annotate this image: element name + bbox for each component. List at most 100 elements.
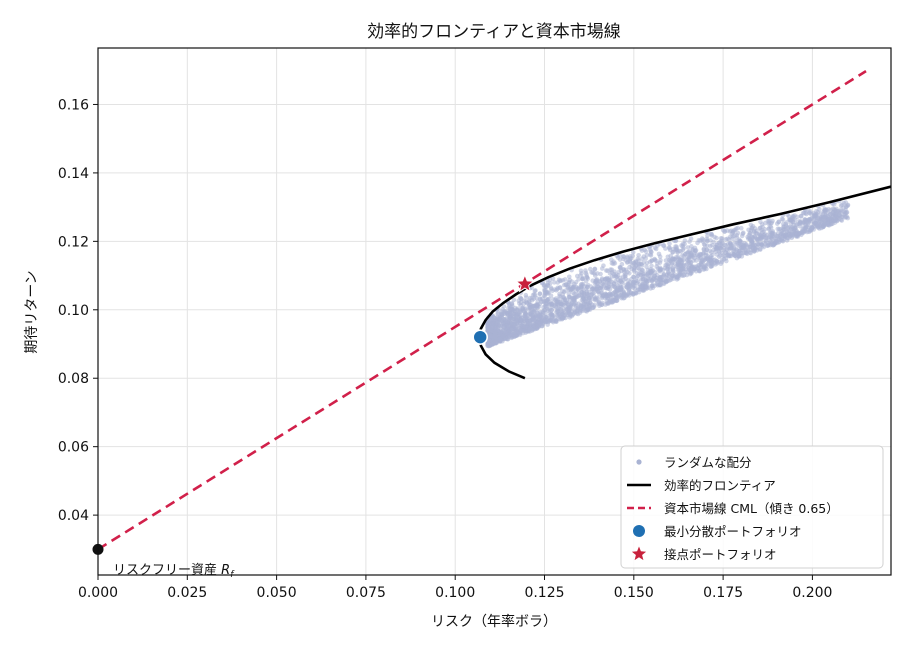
- random-portfolio-point: [649, 283, 654, 289]
- random-portfolio-point: [696, 263, 702, 268]
- x-tick-label: 0.000: [78, 585, 118, 601]
- legend-label-random: ランダムな配分: [664, 455, 752, 470]
- random-portfolio-point: [704, 263, 709, 268]
- random-portfolio-point: [508, 321, 514, 327]
- legend-box: [620, 445, 884, 569]
- x-tick-label: 0.050: [257, 585, 297, 601]
- risk-free-label-math: R: [221, 563, 230, 578]
- random-portfolio-point: [708, 257, 713, 263]
- random-portfolio-point: [565, 284, 571, 290]
- random-portfolio-point: [648, 247, 653, 252]
- random-portfolio-point: [566, 279, 572, 285]
- random-portfolio-point: [580, 308, 585, 314]
- random-portfolio-point: [507, 306, 513, 312]
- random-portfolio-point: [550, 297, 556, 302]
- random-portfolio-point: [613, 278, 618, 284]
- random-portfolio-point: [567, 294, 573, 300]
- random-portfolio-point: [718, 261, 724, 267]
- random-portfolio-point: [547, 277, 553, 283]
- random-portfolio-point: [554, 309, 559, 315]
- random-portfolio-point: [519, 309, 524, 314]
- random-portfolio-point: [830, 221, 835, 227]
- random-portfolio-point: [579, 271, 584, 276]
- random-portfolio-point: [492, 339, 498, 345]
- random-portfolio-point: [543, 303, 549, 309]
- random-portfolio-point: [752, 234, 758, 240]
- random-portfolio-point: [839, 214, 845, 219]
- cml-line: [97, 69, 867, 551]
- random-portfolio-point: [522, 324, 528, 330]
- random-portfolio-point: [661, 273, 667, 279]
- random-portfolio-point: [712, 257, 718, 262]
- random-portfolio-point: [605, 268, 610, 273]
- random-portfolio-point: [749, 226, 754, 231]
- random-portfolio-point: [580, 304, 586, 309]
- legend-label-frontier: 効率的フロンティア: [664, 478, 776, 493]
- random-portfolio-point: [738, 247, 743, 253]
- random-portfolio-point: [794, 214, 800, 220]
- random-portfolio-point: [485, 343, 490, 348]
- random-portfolio-point: [798, 213, 804, 219]
- random-portfolio-point: [681, 245, 686, 251]
- random-portfolio-point: [609, 257, 614, 263]
- random-portfolio-point: [612, 260, 618, 266]
- random-portfolio-point: [492, 334, 498, 340]
- random-portfolio-point: [590, 278, 596, 283]
- random-portfolio-point: [502, 317, 508, 322]
- random-portfolio-point: [674, 244, 679, 249]
- random-portfolio-point: [570, 290, 576, 295]
- random-portfolio-point: [619, 294, 625, 300]
- random-portfolio-point: [688, 260, 694, 265]
- random-portfolio-point: [779, 231, 785, 236]
- random-portfolio-point: [580, 276, 585, 282]
- random-portfolio-point: [704, 243, 710, 248]
- random-portfolio-point: [658, 258, 663, 263]
- random-portfolio-point: [584, 275, 590, 280]
- random-portfolio-point: [570, 312, 576, 318]
- legend-label-tangency: 接点ポートフォリオ: [664, 547, 777, 562]
- random-portfolio-point: [529, 295, 535, 301]
- random-portfolio-point: [567, 315, 573, 320]
- random-portfolio-point: [626, 287, 632, 292]
- random-portfolio-point: [825, 221, 831, 226]
- random-portfolio-point: [667, 258, 673, 263]
- random-portfolio-point: [616, 280, 622, 286]
- random-portfolio-point: [640, 283, 646, 289]
- random-portfolio-point: [653, 246, 659, 252]
- random-portfolio-point: [765, 243, 771, 248]
- random-portfolio-point: [508, 310, 513, 316]
- random-portfolio-point: [658, 281, 663, 287]
- x-axis-label: リスク（年率ボラ）: [431, 613, 557, 630]
- random-portfolio-point: [818, 218, 824, 224]
- x-tick-label: 0.150: [614, 585, 654, 601]
- random-portfolio-point: [585, 299, 591, 305]
- random-portfolio-point: [545, 282, 550, 288]
- random-portfolio-point: [648, 269, 654, 275]
- random-portfolio-point: [541, 310, 546, 316]
- y-tick-label: 0.10: [58, 303, 89, 319]
- random-portfolio-point: [675, 261, 681, 266]
- random-portfolio-point: [833, 212, 839, 218]
- random-portfolio-point: [701, 247, 707, 253]
- random-portfolio-point: [722, 228, 728, 234]
- random-portfolio-point: [658, 267, 664, 272]
- random-portfolio-point: [631, 267, 637, 273]
- random-portfolio-point: [525, 320, 531, 326]
- random-portfolio-point: [492, 315, 497, 321]
- random-portfolio-point: [607, 277, 613, 283]
- min-variance-point: [472, 329, 489, 345]
- random-portfolio-point: [672, 256, 678, 262]
- random-portfolio-point: [705, 233, 710, 239]
- random-portfolio-point: [705, 238, 710, 244]
- random-portfolio-point: [708, 264, 714, 269]
- random-portfolio-point: [843, 200, 849, 205]
- chart-title: 効率的フロンティアと資本市場線: [367, 22, 621, 42]
- random-portfolio-point: [664, 262, 670, 267]
- random-portfolio-point: [535, 320, 541, 325]
- random-portfolio-point: [657, 278, 662, 283]
- random-portfolio-point: [516, 298, 522, 304]
- random-portfolio-point: [627, 264, 632, 270]
- random-portfolio-point: [609, 267, 615, 273]
- random-portfolio-point: [687, 239, 692, 244]
- risk-free-label-text: リスクフリー資産: [113, 562, 221, 578]
